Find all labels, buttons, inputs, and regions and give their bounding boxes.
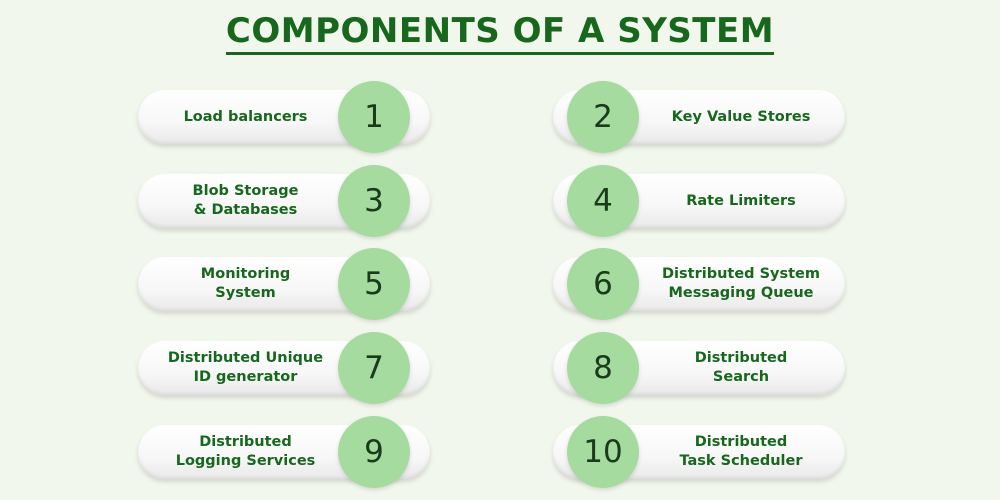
component-label-8: Distributed Search [694,350,788,385]
component-number-badge-2: 2 [567,81,639,153]
component-label-5: Monitoring System [200,266,291,301]
page-title: COMPONENTS OF A SYSTEM [0,10,1000,55]
component-number-badge-7: 7 [338,332,410,404]
component-label-1: Load balancers [183,108,308,125]
component-number-badge-3: 3 [338,165,410,237]
component-number-badge-1: 1 [338,81,410,153]
component-number-badge-6: 6 [567,248,639,320]
component-label-3: Blob Storage & Databases [192,183,299,218]
component-label-7: Distributed Unique ID generator [167,350,324,385]
component-number-badge-10: 10 [567,416,639,488]
component-label-10: Distributed Task Scheduler [679,434,803,469]
component-number-badge-4: 4 [567,165,639,237]
component-number-badge-5: 5 [338,248,410,320]
component-label-9: Distributed Logging Services [175,434,316,469]
page-title-text: COMPONENTS OF A SYSTEM [225,10,775,55]
component-label-2: Key Value Stores [671,108,811,125]
component-label-4: Rate Limiters [686,192,796,209]
component-number-badge-9: 9 [338,416,410,488]
component-label-6: Distributed System Messaging Queue [662,266,820,301]
component-number-badge-8: 8 [567,332,639,404]
